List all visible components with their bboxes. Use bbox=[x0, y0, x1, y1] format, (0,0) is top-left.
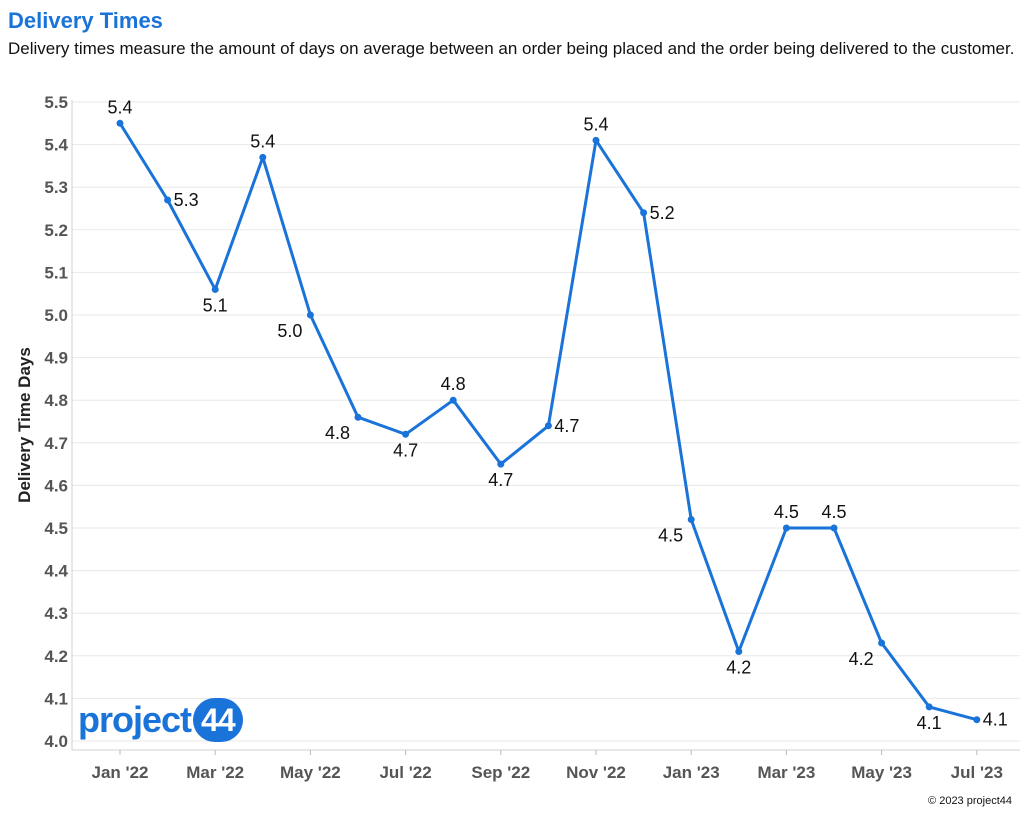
data-label: 5.2 bbox=[650, 203, 675, 223]
series-line bbox=[118, 122, 978, 722]
data-label: 4.1 bbox=[983, 710, 1008, 730]
data-label: 4.2 bbox=[849, 649, 874, 669]
data-point bbox=[306, 311, 314, 319]
x-tick-label: Jul '23 bbox=[951, 763, 1003, 782]
x-tick-label: Mar '22 bbox=[186, 763, 244, 782]
data-label: 5.4 bbox=[250, 131, 275, 151]
y-tick-label: 4.1 bbox=[44, 689, 68, 708]
y-axis-label: Delivery Time Days bbox=[15, 347, 34, 503]
data-point bbox=[687, 515, 695, 523]
data-point bbox=[735, 648, 743, 656]
y-tick-label: 4.3 bbox=[44, 604, 68, 623]
x-tick-label: Jan '23 bbox=[663, 763, 720, 782]
data-point bbox=[354, 413, 362, 421]
data-point bbox=[211, 285, 219, 293]
data-label: 4.5 bbox=[821, 502, 846, 522]
y-tick-label: 5.1 bbox=[44, 263, 68, 282]
x-tick-label: Jan '22 bbox=[92, 763, 149, 782]
y-tick-label: 5.2 bbox=[44, 221, 68, 240]
x-tick-label: Jul '22 bbox=[379, 763, 431, 782]
data-point bbox=[544, 422, 552, 430]
data-label: 4.5 bbox=[774, 502, 799, 522]
data-label: 4.7 bbox=[554, 416, 579, 436]
data-point bbox=[116, 119, 124, 127]
y-tick-label: 5.4 bbox=[44, 136, 68, 155]
data-point bbox=[259, 153, 267, 161]
x-tick-label: Nov '22 bbox=[566, 763, 626, 782]
data-label: 4.7 bbox=[393, 440, 418, 460]
y-tick-label: 5.0 bbox=[44, 306, 68, 325]
data-label: 4.8 bbox=[441, 374, 466, 394]
data-point bbox=[402, 430, 410, 438]
data-point bbox=[830, 524, 838, 532]
copyright-footer: © 2023 project44 bbox=[928, 795, 1012, 807]
data-label: 5.4 bbox=[107, 97, 132, 117]
x-tick-label: May '22 bbox=[280, 763, 341, 782]
logo-number: 44 bbox=[193, 698, 243, 742]
y-tick-label: 4.5 bbox=[44, 519, 68, 538]
data-point bbox=[164, 196, 172, 204]
data-point bbox=[925, 703, 933, 711]
y-tick-label: 5.3 bbox=[44, 178, 68, 197]
data-label: 5.1 bbox=[203, 295, 228, 315]
chart-title: Delivery Times bbox=[8, 8, 163, 33]
data-point bbox=[782, 524, 790, 532]
data-point bbox=[973, 716, 981, 724]
data-point bbox=[640, 209, 648, 217]
data-label: 5.4 bbox=[583, 114, 608, 134]
data-label: 4.1 bbox=[917, 713, 942, 733]
project44-logo: project 44 bbox=[78, 694, 243, 746]
data-point bbox=[878, 639, 886, 647]
y-tick-label: 4.4 bbox=[44, 562, 68, 581]
data-label: 4.8 bbox=[325, 423, 350, 443]
x-tick-label: Mar '23 bbox=[757, 763, 815, 782]
x-tick-label: May '23 bbox=[851, 763, 912, 782]
data-label: 4.2 bbox=[726, 658, 751, 678]
data-label: 5.0 bbox=[277, 321, 302, 341]
chart-subtitle: Delivery times measure the amount of day… bbox=[8, 39, 1015, 58]
y-tick-label: 4.0 bbox=[44, 732, 68, 751]
y-tick-label: 4.6 bbox=[44, 476, 68, 495]
logo-text: project bbox=[78, 699, 192, 740]
y-tick-label: 4.9 bbox=[44, 349, 68, 368]
data-point bbox=[449, 396, 457, 404]
x-tick-label: Sep '22 bbox=[471, 763, 530, 782]
y-tick-label: 4.7 bbox=[44, 434, 68, 453]
data-label: 5.3 bbox=[174, 190, 199, 210]
data-label: 4.7 bbox=[488, 470, 513, 490]
y-tick-label: 4.2 bbox=[44, 647, 68, 666]
data-label: 4.5 bbox=[658, 525, 683, 545]
data-point bbox=[592, 136, 600, 144]
y-tick-label: 4.8 bbox=[44, 391, 68, 410]
data-point bbox=[497, 460, 505, 468]
y-tick-label: 5.5 bbox=[44, 93, 68, 112]
